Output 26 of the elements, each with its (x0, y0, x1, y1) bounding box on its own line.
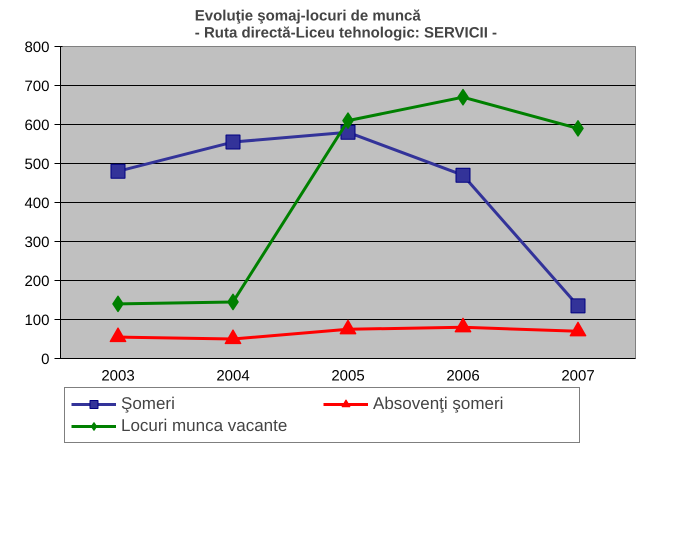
y-tick-label: 300 (24, 234, 50, 251)
x-tick-label: 2005 (331, 368, 365, 384)
point (110, 164, 126, 179)
point (570, 321, 586, 336)
point (110, 327, 126, 342)
point (456, 168, 470, 183)
y-tick-label: 100 (24, 312, 50, 329)
point (226, 134, 240, 150)
x-tick-label: 2004 (216, 368, 250, 384)
chart-title: Evoluţie şomaj-locuri de muncă - Ruta directă-Liceu tehnologic: SERVICII - (194, 8, 498, 42)
legend-label: Absovenţi şomeri (373, 394, 504, 414)
y-tick-label: 800 (24, 39, 50, 56)
legend-label: Locuri munca vacante (121, 416, 288, 436)
y-tick-label: 500 (24, 156, 50, 173)
x-tick-label: 2007 (561, 368, 595, 384)
point (340, 320, 356, 334)
legend-label: Şomeri (121, 394, 176, 414)
point (224, 329, 242, 344)
y-tick-label: 200 (24, 273, 50, 290)
point (454, 318, 472, 332)
y-tick-label: 0 (41, 351, 50, 368)
y-tick-label: 700 (24, 78, 50, 95)
x-tick-label: 2006 (446, 368, 480, 384)
y-tick-label: 400 (24, 195, 50, 212)
y-tick-label: 600 (24, 117, 50, 134)
x-tick-label: 2003 (101, 368, 135, 384)
